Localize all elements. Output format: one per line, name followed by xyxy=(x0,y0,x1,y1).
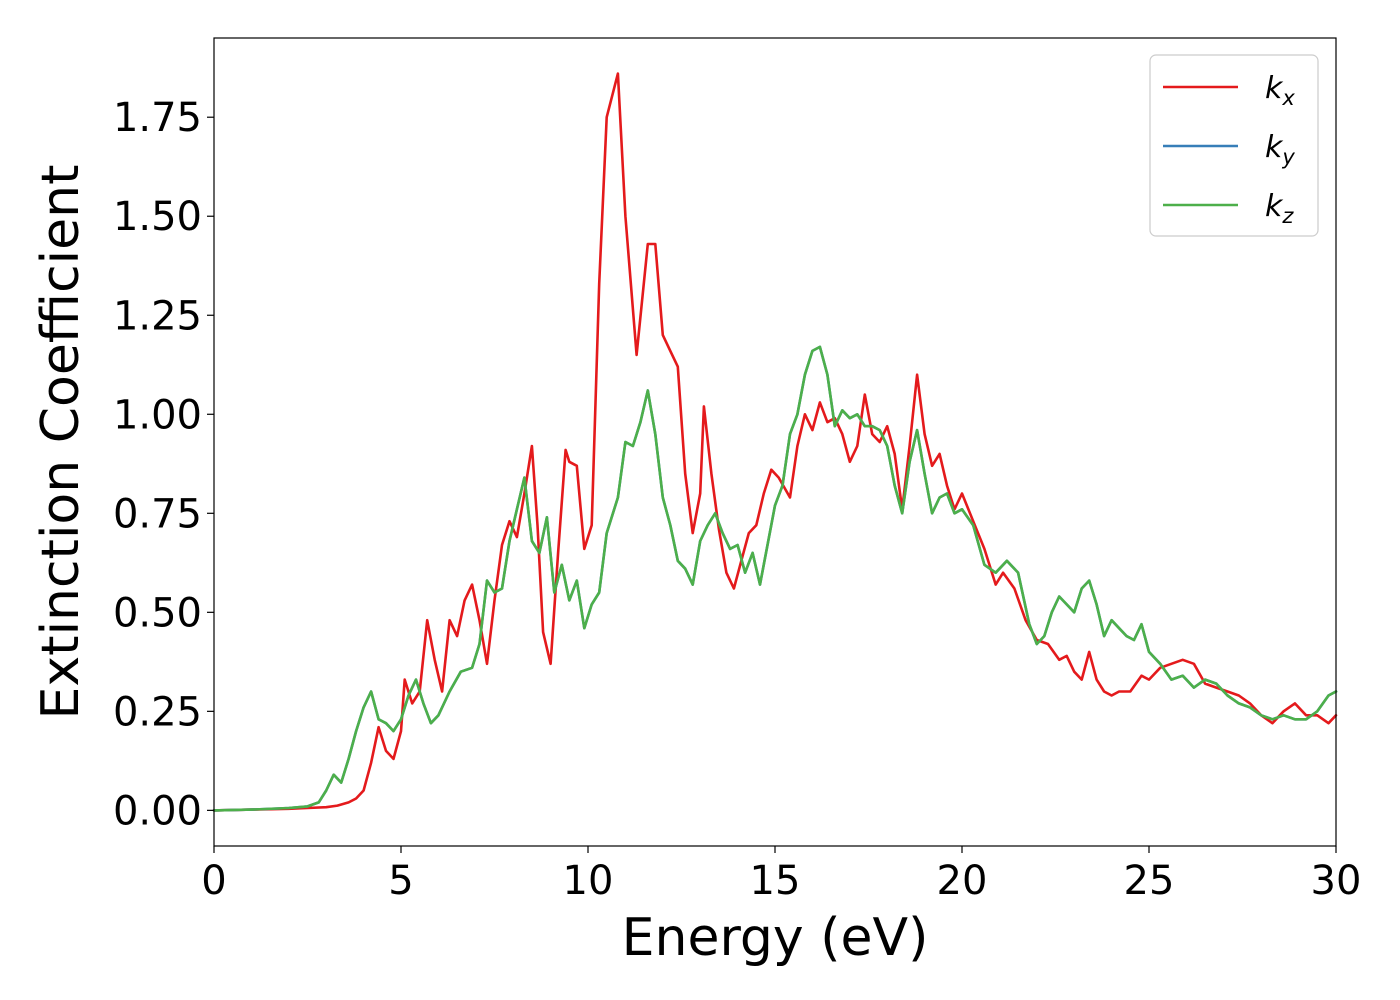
series-layer xyxy=(212,72,1338,812)
x-tick-label: 20 xyxy=(937,858,988,904)
y-tick-label: 0.75 xyxy=(113,491,202,537)
legend-item-ky: ky xyxy=(1163,130,1295,169)
y-tick-label: 0.50 xyxy=(113,590,202,636)
y-tick-label: 1.00 xyxy=(113,392,202,438)
x-axis: 0 5 10 15 20 25 30 xyxy=(201,846,1361,904)
y-tick-label: 1.75 xyxy=(113,95,202,141)
series-line-kx xyxy=(212,72,1338,812)
legend: kx ky kz xyxy=(1149,54,1319,237)
y-tick-label: 0.00 xyxy=(113,788,202,834)
x-tick-label: 0 xyxy=(201,858,226,904)
x-tick-label: 15 xyxy=(750,858,801,904)
x-tick-label: 10 xyxy=(563,858,614,904)
y-axis: 0.00 0.25 0.50 0.75 1.00 1.25 1.50 1.75 xyxy=(113,95,214,834)
y-tick-label: 1.50 xyxy=(113,194,202,240)
x-tick-label: 5 xyxy=(388,858,413,904)
x-tick-label: 30 xyxy=(1311,858,1362,904)
y-tick-label: 0.25 xyxy=(113,689,202,735)
series-line-kz xyxy=(212,345,1338,812)
legend-item-kx: kx xyxy=(1163,71,1295,110)
x-tick-label: 25 xyxy=(1124,858,1175,904)
x-axis-label: Energy (eV) xyxy=(622,908,929,968)
legend-label: ky xyxy=(1265,130,1295,169)
legend-label: kx xyxy=(1265,71,1295,110)
y-axis-label: Extinction Coefficient xyxy=(31,165,91,720)
legend-item-kz: kz xyxy=(1163,189,1294,228)
legend-label: kz xyxy=(1265,189,1294,228)
y-tick-label: 1.25 xyxy=(113,293,202,339)
